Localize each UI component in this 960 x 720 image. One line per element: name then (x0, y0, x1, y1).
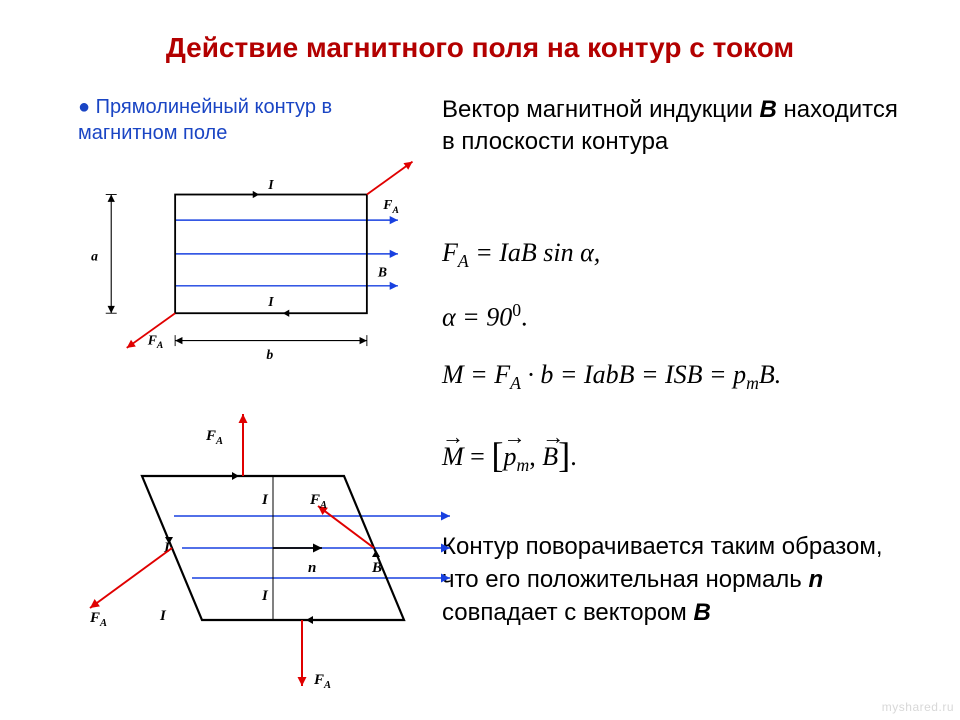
eq2-sup: 0 (512, 300, 521, 320)
eq3-mid: · b = IabB = ISB = p (521, 360, 746, 389)
eq2-body: α = 90 (442, 303, 512, 332)
eq1-sub: A (458, 251, 469, 271)
slide-title: Действие магнитного поля на контур с ток… (0, 32, 960, 64)
svg-text:b: b (266, 347, 273, 362)
equation-moment-vector: M = [pm, B]. (442, 432, 912, 476)
svg-text:I: I (267, 177, 274, 192)
svg-text:a: a (91, 248, 98, 263)
eq3-tail: B. (759, 360, 781, 389)
diagram-tilted-loop: BnIIIIFAFAFAFA (54, 404, 454, 696)
eq4-rb: ] (558, 435, 570, 475)
paragraph-intro: Вектор магнитной индукции B находится в … (442, 94, 912, 159)
bullet: ● (78, 96, 90, 118)
eq4-B: B (542, 442, 558, 472)
p1-var-b: B (760, 96, 777, 123)
svg-text:I: I (267, 294, 274, 309)
p2-mid: совпадает с вектором (442, 599, 693, 626)
equation-fa: FA = IaB sin α, (442, 238, 912, 272)
diagram-caption: ● Прямолинейный контур в магнитном поле (78, 94, 388, 146)
eq4-lb: [ (491, 435, 503, 475)
svg-text:FA: FA (205, 428, 223, 447)
p2-var-b: B (693, 599, 710, 626)
svg-text:B: B (377, 265, 387, 280)
caption-text: Прямолинейный контур в магнитном поле (78, 96, 332, 144)
svg-text:I: I (261, 588, 269, 604)
eq4-eq: = (464, 442, 492, 471)
svg-text:FA: FA (309, 492, 327, 511)
diagram-top-loop: B I Ia b FA FA (60, 158, 440, 368)
eq4-comma: , (529, 442, 542, 471)
eq2-tail: . (521, 303, 528, 332)
svg-text:FA: FA (313, 672, 331, 691)
p1-pre: Вектор магнитной индукции (442, 96, 760, 123)
svg-text:FA: FA (147, 332, 164, 351)
eq3-pre: M = F (442, 360, 510, 389)
svg-text:FA: FA (382, 197, 399, 216)
svg-text:FA: FA (89, 610, 107, 629)
equation-alpha: α = 900. (442, 300, 912, 333)
eq1-F: F (442, 238, 458, 267)
eq4-dot: . (570, 442, 577, 471)
p2-var-n: n (808, 566, 823, 593)
equation-moment: M = FA · b = IabB = ISB = pmB. (442, 360, 912, 394)
eq1-rest: = IaB sin α, (469, 238, 601, 267)
svg-text:I: I (159, 608, 167, 624)
eq3-sub2: m (746, 373, 759, 393)
watermark: myshared.ru (882, 700, 954, 714)
svg-text:n: n (308, 560, 316, 576)
eq3-sub1: A (510, 373, 521, 393)
eq4-p: p (503, 442, 516, 472)
eq4-psub: m (516, 455, 529, 475)
svg-text:I: I (261, 492, 269, 508)
paragraph-conclusion: Контур поворачивается таким образом, что… (442, 530, 912, 629)
